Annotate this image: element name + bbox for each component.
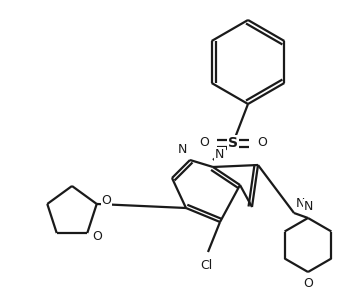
Text: N: N (296, 197, 305, 210)
Text: N: N (178, 143, 187, 156)
Text: S: S (228, 136, 238, 150)
Text: O: O (102, 194, 112, 207)
Text: O: O (257, 137, 267, 149)
Text: N: N (215, 148, 224, 161)
Text: Cl: Cl (200, 259, 212, 272)
Text: O: O (199, 137, 209, 149)
Text: N: N (303, 200, 313, 213)
Text: O: O (303, 277, 313, 290)
Text: O: O (92, 230, 102, 243)
